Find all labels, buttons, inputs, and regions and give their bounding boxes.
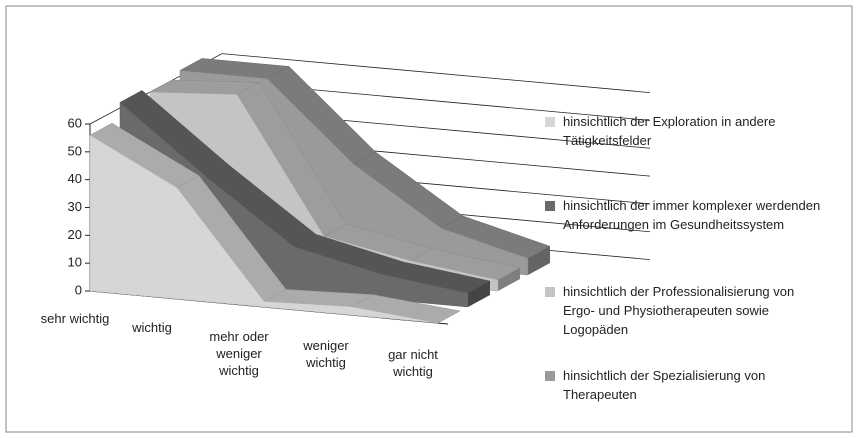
legend-label: hinsichtlich der immer komplexer werdend… xyxy=(563,198,821,232)
ribbon-end xyxy=(528,246,550,275)
legend-label: hinsichtlich der Professionalisierung vo… xyxy=(563,284,795,337)
legend-swatch xyxy=(545,287,555,297)
y-tick-label: 10 xyxy=(68,255,82,270)
legend-label: hinsichtlich der Exploration in andere T… xyxy=(563,114,776,148)
y-tick-label: 60 xyxy=(68,115,82,130)
frame xyxy=(5,5,853,433)
x-tick-label: weniger wichtig xyxy=(303,338,349,370)
x-tick-label: gar nicht wichtig xyxy=(388,347,438,379)
y-tick-label: 0 xyxy=(75,282,82,297)
legend-label: hinsichtlich der Spezialisierung von The… xyxy=(563,368,766,402)
y-tick-label: 30 xyxy=(68,199,82,214)
x-tick-label: sehr wichtig xyxy=(40,311,110,326)
y-tick-label: 50 xyxy=(68,143,82,158)
ribbon-end xyxy=(468,281,490,307)
x-tick-label: wichtig xyxy=(132,320,172,335)
legend-swatch xyxy=(545,201,555,211)
legend-swatch xyxy=(545,371,555,381)
ribbon-face xyxy=(89,134,439,324)
x-tick-label: mehr oder weniger wichtig xyxy=(209,329,269,378)
ribbon-end xyxy=(498,267,520,291)
y-tick-label: 40 xyxy=(68,171,82,186)
legend-swatch xyxy=(545,117,555,127)
y-tick-label: 20 xyxy=(68,227,82,242)
